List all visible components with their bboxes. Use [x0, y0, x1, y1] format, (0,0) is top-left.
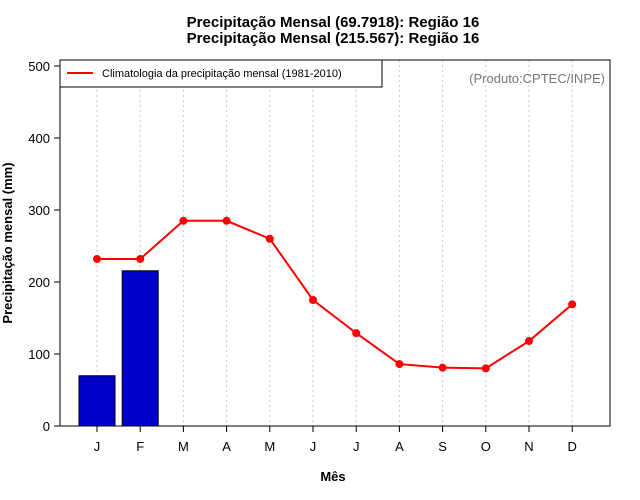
climatology-point: [395, 360, 404, 369]
climatology-point: [136, 254, 145, 263]
climatology-point: [179, 216, 188, 225]
x-axis-title: Mês: [320, 469, 345, 484]
x-tick-label: M: [264, 439, 275, 454]
climatology-line: [97, 219, 573, 370]
y-tick-label: 400: [28, 131, 50, 146]
x-tick-label: J: [94, 439, 101, 454]
y-axis-title: Precipitação mensal (mm): [0, 162, 15, 323]
grid-layer: [96, 60, 573, 426]
precip-bar: [78, 375, 116, 427]
climatology-point: [352, 329, 361, 338]
chart-title-line-2: Precipitação Mensal (215.567): Região 16: [187, 30, 480, 47]
climatology-point: [568, 300, 577, 309]
y-tick-label: 200: [28, 275, 50, 290]
line-layer: [93, 216, 577, 373]
climatology-point: [93, 254, 101, 263]
x-tick-label: J: [310, 439, 317, 454]
chart-title-line-1: Precipitação Mensal (69.7918): Região 16: [187, 14, 480, 31]
x-tick-label: S: [438, 439, 447, 454]
climatology-point: [265, 234, 274, 243]
legend-box: [59, 59, 383, 88]
y-tick-label: 300: [28, 203, 50, 218]
x-tick-label: A: [222, 439, 231, 454]
x-tick-label: M: [178, 439, 189, 454]
legend: Climatologia da precipitação mensal (198…: [59, 59, 383, 88]
x-tick-label: A: [395, 439, 404, 454]
x-tick-label: O: [481, 439, 491, 454]
climatology-point: [222, 216, 231, 225]
x-tick-label: N: [524, 439, 533, 454]
climatology-point: [525, 337, 533, 346]
x-tick-label: D: [568, 439, 577, 454]
credit-text: (Produto:CPTEC/INPE): [469, 71, 605, 86]
precip-bar: [121, 270, 159, 427]
bar-layer: [78, 270, 159, 427]
climatology-point: [438, 363, 447, 372]
legend-label: Climatologia da precipitação mensal (198…: [102, 68, 342, 80]
axis-layer: 0 100 200 300 400 500 J F M A M J J A S O N D: [28, 59, 577, 454]
x-tick-label: F: [136, 439, 144, 454]
y-tick-label: 100: [28, 347, 50, 362]
y-tick-label: 500: [28, 59, 50, 74]
climatology-point: [481, 364, 490, 373]
y-tick-label: 0: [43, 419, 50, 434]
climatology-point: [309, 296, 317, 304]
x-tick-label: J: [353, 439, 360, 454]
